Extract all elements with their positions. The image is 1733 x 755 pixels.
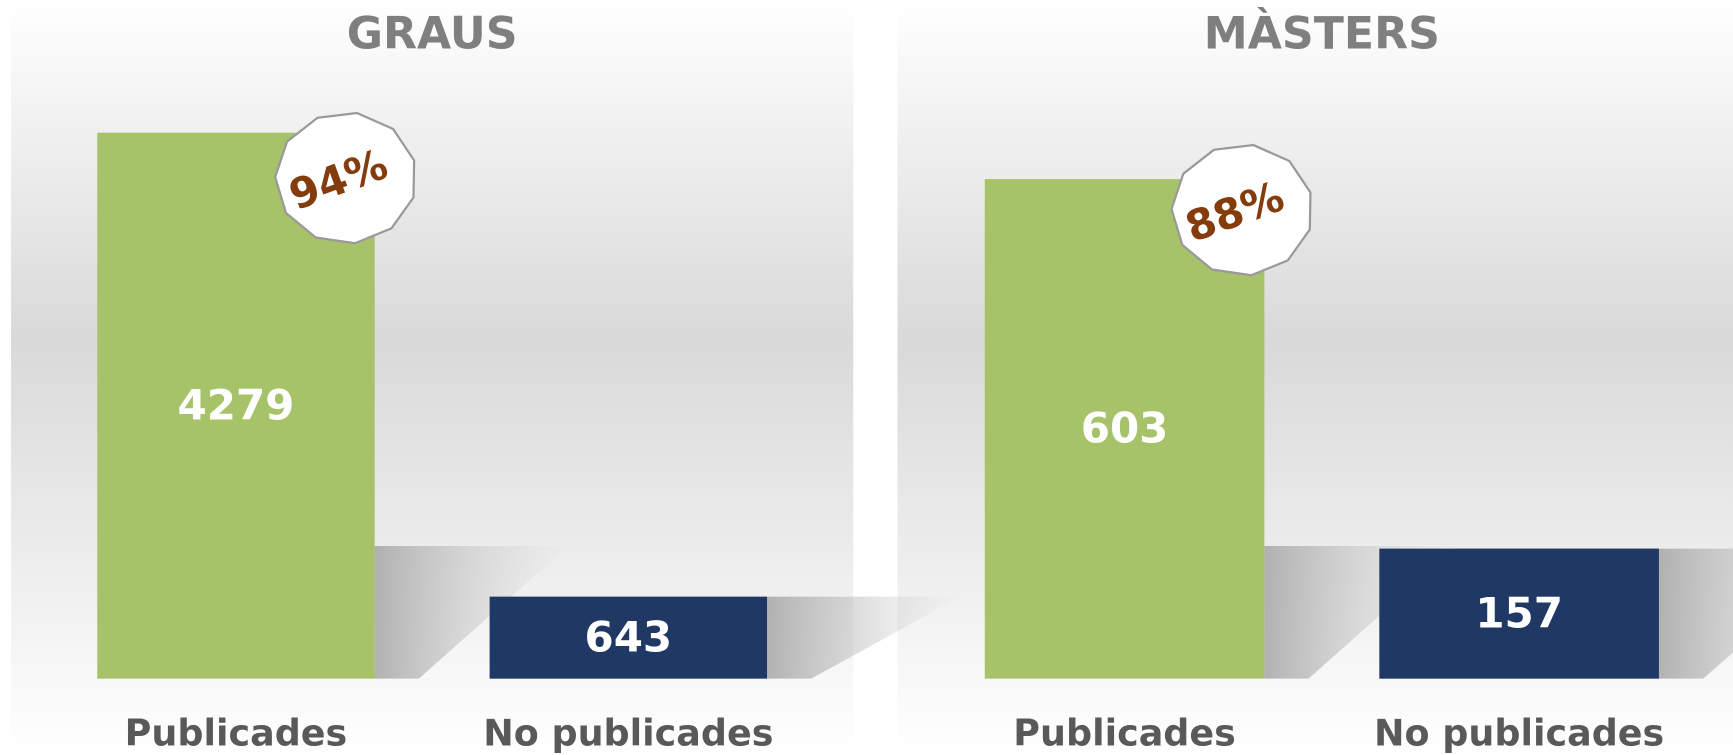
x-tick-label: No publicades — [483, 712, 773, 755]
value-label: 603 — [1081, 404, 1169, 453]
chart-title: GRAUS — [347, 9, 518, 60]
value-label: 4279 — [178, 380, 295, 429]
value-label: 157 — [1475, 588, 1563, 637]
chart-title: MÀSTERS — [1204, 7, 1440, 60]
bar-shadow — [767, 596, 961, 679]
bar — [489, 596, 768, 679]
bar — [1379, 548, 1659, 679]
x-tick-label: No publicades — [1374, 712, 1664, 755]
badge — [1170, 143, 1312, 277]
bar-shadow — [1658, 548, 1733, 679]
x-tick-label: Publicades — [125, 712, 348, 755]
x-tick-label: Publicades — [1013, 712, 1236, 755]
bar-shadow — [374, 546, 569, 679]
value-label: 643 — [585, 612, 673, 661]
badge — [274, 111, 416, 245]
